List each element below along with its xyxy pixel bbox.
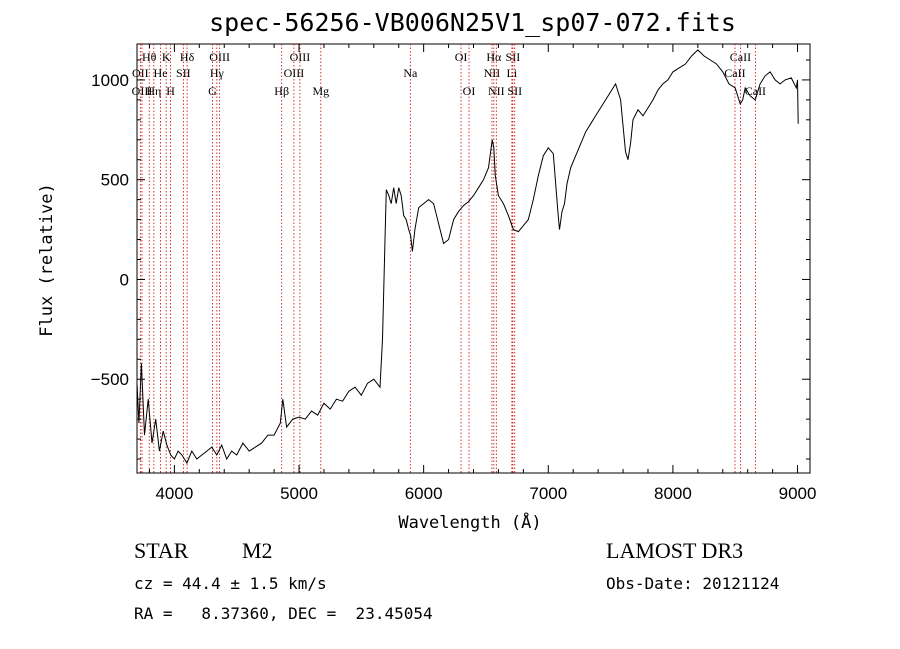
emission-line-label: NII [488,84,505,98]
emission-line-label: Mg [312,84,329,98]
emission-line-label: Hθ [142,50,157,64]
survey-name: LAMOST DR3 [606,538,744,563]
emission-line-label: Hβ [274,84,289,98]
x-tick-label: 9000 [779,484,817,503]
x-tick-label: 4000 [155,484,193,503]
y-tick-label: 500 [101,171,129,190]
emission-line-label: He [154,66,168,80]
emission-line-label: NII [484,66,501,80]
emission-line-label: OI [455,50,468,64]
emission-line-label: OI [463,84,476,98]
emission-line-label: CaII [730,50,751,64]
x-tick-label: 7000 [529,484,567,503]
emission-line-label: K [162,50,171,64]
emission-line-label: SII [506,50,521,64]
y-axis-label: Flux (relative) [37,183,57,337]
emission-line-label: Hγ [210,66,225,80]
chart-title: spec-56256-VB006N25V1_sp07-072.fits [209,8,736,37]
emission-line-label: CaII [745,84,766,98]
plot-frame [136,43,811,474]
object-subclass: M2 [242,538,273,563]
emission-line-label: H [166,84,175,98]
emission-line-label: OIII [209,50,230,64]
redshift-velocity: cz = 44.4 ± 1.5 km/s [134,574,327,593]
emission-line-label: SII [176,66,191,80]
x-axis-label: Wavelength (Å) [398,511,541,533]
y-tick-label: 0 [120,270,129,289]
emission-line-label: OIII [132,84,153,98]
spectrum-line [136,49,799,465]
emission-line-label: CaII [724,66,745,80]
coordinates: RA = 8.37360, DEC = 23.45054 [134,604,433,623]
observation-date: Obs-Date: 20121124 [606,574,780,593]
y-tick-label: −500 [91,370,129,389]
emission-line-label: OIII [290,50,311,64]
y-tick-label: 1000 [91,71,129,90]
emission-line-label: OIII [284,66,305,80]
x-tick-label: 6000 [405,484,443,503]
emission-line-label: OII [132,66,149,80]
emission-line-label: SII [507,84,522,98]
emission-line-label: G [208,84,217,98]
x-tick-label: 5000 [280,484,318,503]
emission-line-label: Hα [486,50,502,64]
emission-line-label: Hη [146,84,161,98]
emission-line-label: Li [507,66,518,80]
x-tick-label: 8000 [654,484,692,503]
axis-ticks: 4000 5000 6000 7000 8000 9000 −500 0 500 1000 [91,44,817,503]
emission-line-label: Na [403,66,418,80]
object-class: STAR [134,538,189,563]
emission-line-label: Hδ [180,50,195,64]
